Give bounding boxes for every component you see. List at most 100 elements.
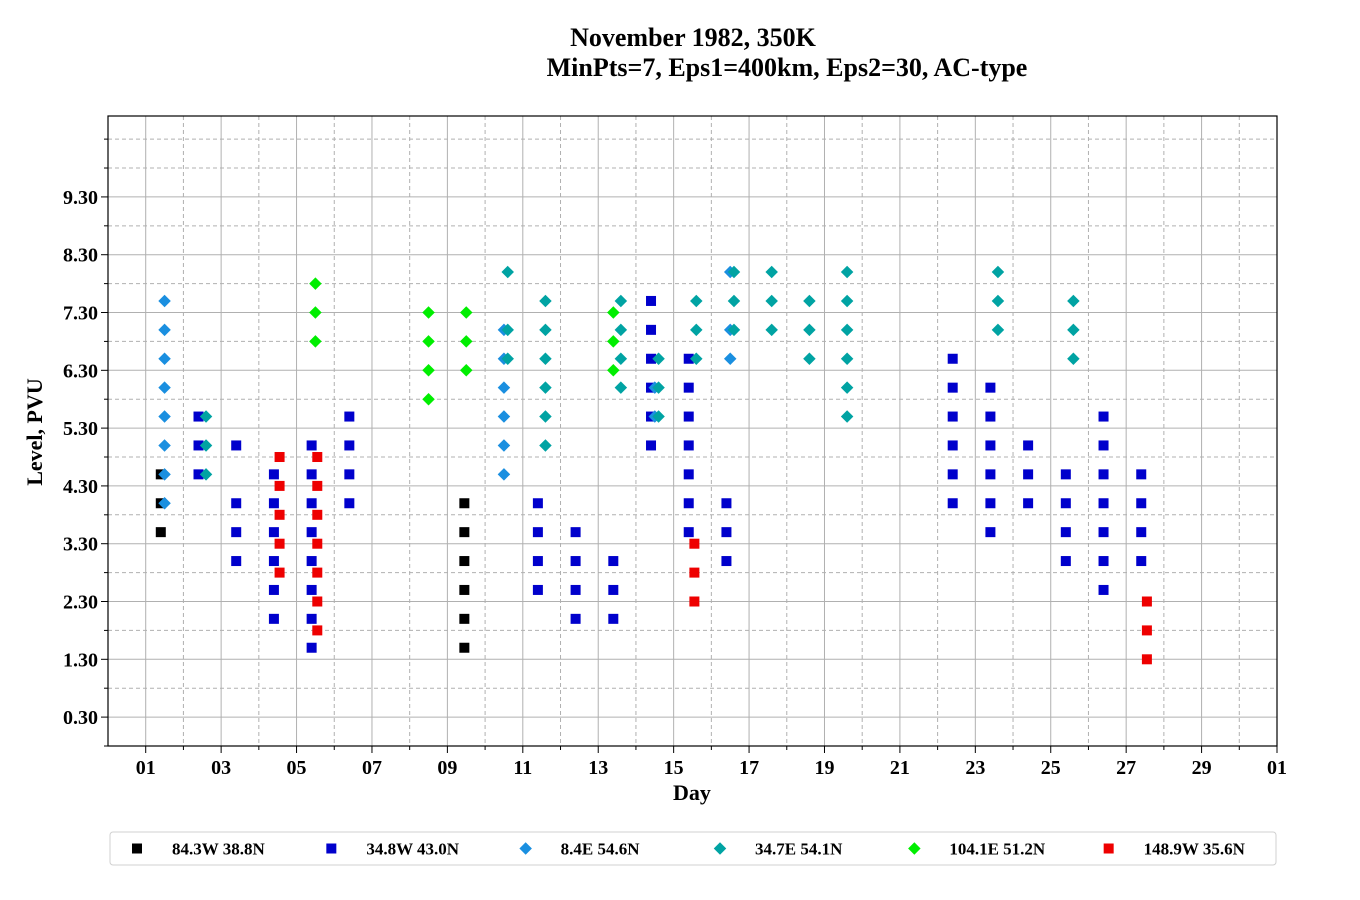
data-points [155,265,1152,665]
data-point [532,527,543,538]
data-point [158,323,171,337]
data-point [268,469,279,480]
data-point [690,352,703,366]
legend-marker [908,842,921,855]
data-point [570,527,581,538]
data-point [683,353,694,364]
data-point [947,440,958,451]
x-tick-label: 23 [965,757,985,779]
y-tick-label: 9.30 [63,187,98,209]
data-point [652,381,665,394]
data-point [459,613,470,624]
data-point [646,440,657,451]
data-point [306,469,317,480]
data-point [1023,440,1034,451]
data-point [158,496,171,510]
x-tick-label: 13 [588,757,608,779]
data-point [1136,498,1147,509]
y-tick-label: 5.30 [63,418,98,440]
data-point [422,306,435,319]
data-point [985,469,996,480]
data-point [422,335,435,348]
data-point [274,538,285,549]
data-point [306,584,317,595]
data-point [683,527,694,538]
data-point [570,584,581,595]
data-point [539,439,552,452]
y-axis-label: Level, PVU [22,378,47,486]
data-point [1136,469,1147,480]
data-point [459,556,470,567]
data-point [158,352,171,366]
data-point [614,352,628,366]
data-point [312,480,323,491]
data-point [312,538,323,549]
data-point [459,306,473,319]
y-tick-label: 3.30 [63,534,98,556]
data-point [312,567,323,578]
data-point [1060,498,1071,509]
data-point [765,265,778,279]
data-point [646,353,657,364]
data-point [231,440,242,451]
data-point [652,352,665,366]
data-point [985,498,996,509]
chart-title-group: November 1982, 350K MinPts=7, Eps1=400km… [547,23,1028,82]
data-point [199,410,213,423]
data-point [721,556,732,567]
data-point [1060,469,1071,480]
data-point [840,294,854,308]
legend-label: 8.4E 54.6N [561,840,641,859]
x-tick-label: 01 [136,757,156,779]
data-point [1098,411,1109,422]
data-point [985,411,996,422]
data-point [422,364,435,377]
data-point [274,480,285,491]
data-point [840,323,854,337]
y-tick-label: 0.30 [63,707,98,729]
data-point [614,294,628,308]
x-tick-label: 21 [890,757,910,779]
y-tick-label: 8.30 [63,245,98,267]
data-point [683,469,694,480]
data-point [459,527,470,538]
y-tick-label: 2.30 [63,592,98,614]
data-point [312,596,323,607]
data-point [459,498,470,509]
data-point [306,613,317,624]
data-point [991,294,1005,308]
data-point [532,556,543,567]
data-point [689,596,700,607]
data-point [532,584,543,595]
data-point [727,323,741,337]
x-tick-label: 05 [287,757,307,779]
x-tick-label: 19 [814,757,834,779]
data-point [459,335,473,348]
data-point [306,440,317,451]
data-point [199,468,213,481]
data-point [991,323,1005,337]
data-point [193,469,204,480]
data-point [614,381,628,394]
data-point [497,468,511,481]
data-point [501,265,514,279]
data-point [309,277,322,290]
y-tick-label: 1.30 [63,649,98,671]
data-point [1141,654,1152,665]
data-point [727,294,741,308]
data-point [840,352,854,366]
data-point [158,410,171,423]
data-point [840,381,854,394]
data-point [607,335,620,348]
data-point [570,556,581,567]
data-point [985,382,996,393]
data-point [344,469,355,480]
data-point [1067,294,1080,308]
data-point [539,410,552,423]
data-point [422,392,435,406]
data-point [459,584,470,595]
data-point [1098,469,1109,480]
x-tick-label: 07 [362,757,382,779]
legend-label: 34.8W 43.0N [366,840,459,859]
data-point [646,295,657,306]
